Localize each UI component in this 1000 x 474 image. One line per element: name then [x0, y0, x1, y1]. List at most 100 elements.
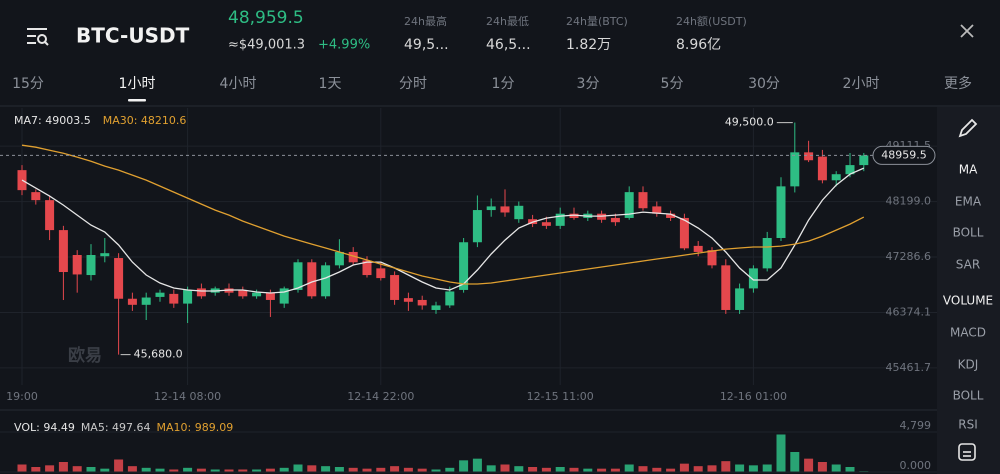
candle-body [817, 156, 827, 181]
indicator-option[interactable]: SAR [956, 258, 980, 272]
timeframe-tab[interactable]: 分时 [399, 76, 427, 92]
timeframe-tab[interactable]: 3分 [577, 76, 600, 92]
volume-bar [514, 466, 524, 472]
candle-body [403, 298, 413, 302]
indicator-option[interactable]: MA [959, 163, 978, 177]
candle-body [417, 299, 427, 306]
volume-bar [762, 464, 772, 472]
candle-body [762, 237, 772, 269]
volume-bar [583, 468, 593, 472]
indicator-option[interactable]: MACD [950, 326, 986, 340]
indicator-option[interactable]: BOLL [953, 226, 984, 240]
volume-bar [390, 466, 400, 472]
candle-body [114, 258, 124, 299]
timeframe-tab[interactable]: 30分 [748, 76, 780, 92]
indicator-option[interactable]: BOLL [953, 389, 984, 403]
volume-bar [72, 466, 82, 472]
volume-bar [638, 466, 648, 472]
volume-bar [114, 459, 124, 472]
volume-bar [624, 464, 634, 472]
volume-bar [196, 468, 206, 472]
volume-bar [376, 467, 386, 472]
x-tick-label: 12-16 01:00 [720, 390, 787, 403]
volume-bar [169, 469, 179, 472]
usd-price: ≈$49,001.3 [228, 38, 305, 53]
timeframe-tab[interactable]: 2小时 [843, 76, 880, 92]
candle-body [624, 192, 634, 218]
candle-body [790, 152, 800, 187]
active-tab-underline [128, 99, 146, 102]
volume-bar [500, 464, 510, 472]
draw-icon[interactable] [958, 118, 978, 138]
y-tick-label: 45461.7 [886, 361, 932, 374]
last-price-label: 48959.5 [881, 148, 927, 161]
candle-body [459, 242, 469, 290]
timeframe-tab[interactable]: 更多 [944, 75, 972, 92]
candle-body [265, 292, 275, 300]
candle-body [183, 289, 193, 304]
timeframe-tab[interactable]: 1天 [319, 76, 342, 92]
volume-bar [472, 458, 482, 472]
volume-bar [334, 466, 344, 472]
legend-entry: MA10: 989.09 [157, 421, 234, 434]
volume-bar [183, 467, 193, 472]
volume-bar [127, 466, 137, 472]
menu-icon[interactable] [27, 28, 49, 46]
candle-body [666, 213, 676, 218]
timeframe-tab[interactable]: 5分 [661, 76, 684, 92]
volume-bar [86, 466, 96, 472]
candle-body [279, 288, 289, 304]
volume-bar [776, 434, 786, 472]
candle-body [390, 275, 400, 300]
volume-bar [666, 468, 676, 472]
volume-bar [224, 469, 234, 472]
volume-bar [679, 463, 689, 472]
volume-bar [541, 467, 551, 472]
candle-body [500, 206, 510, 213]
candle-body [45, 200, 55, 231]
timeframe-tab[interactable]: 1分 [492, 76, 515, 92]
candle-body [86, 255, 96, 276]
legend-entry: MA5: 497.64 [81, 421, 151, 434]
volume-bar [804, 458, 814, 472]
candle-body [707, 250, 717, 266]
volume-bar [445, 467, 455, 472]
volume-bar [362, 468, 372, 472]
y-tick-label: 4,799 [900, 419, 932, 432]
symbol[interactable]: BTC-USDT [76, 24, 190, 48]
indicator-option[interactable]: VOLUME [943, 294, 993, 308]
candle-body [293, 262, 303, 290]
volume-bar [100, 468, 110, 472]
timeframe-tab[interactable]: 15分 [12, 76, 44, 92]
extreme-label: 49,500.0 [725, 116, 774, 129]
indicator-option[interactable]: RSI [958, 418, 978, 432]
close-icon[interactable] [960, 24, 974, 38]
indicator-option[interactable]: KDJ [958, 358, 979, 372]
legend-entry: MA7: 49003.5 [14, 114, 91, 127]
candle-body [735, 288, 745, 310]
candle-body [638, 192, 648, 209]
volume-bar [748, 465, 758, 472]
last-price-box [872, 145, 936, 165]
candle-body [721, 265, 731, 310]
volume-bar [155, 468, 165, 472]
volume-bar [31, 466, 41, 472]
candle-body [514, 205, 524, 220]
stat-value: 46,5... [486, 37, 531, 53]
volume-bar [431, 469, 441, 472]
stat-label: 24h量(BTC) [566, 15, 628, 28]
volume-bar [238, 469, 248, 472]
volume-bar [845, 466, 855, 472]
legend-entry: VOL: 94.49 [14, 421, 75, 434]
volume-bar [210, 469, 220, 472]
indicator-panel [937, 107, 1000, 474]
volume-bar [528, 466, 538, 472]
volume-bar [403, 467, 413, 472]
candle-body [776, 186, 786, 238]
timeframe-tab[interactable]: 1小时 [119, 76, 156, 92]
timeframe-tab[interactable]: 4小时 [220, 76, 257, 92]
add-icon[interactable] [958, 443, 976, 461]
indicator-option[interactable]: EMA [955, 195, 982, 209]
